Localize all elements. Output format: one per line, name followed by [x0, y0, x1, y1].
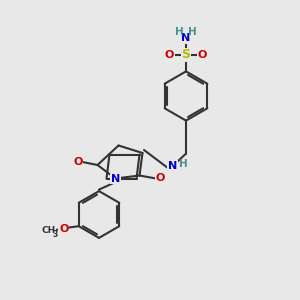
Text: O: O — [165, 50, 174, 60]
Text: O: O — [156, 173, 165, 184]
Text: H: H — [175, 27, 184, 37]
Text: 3: 3 — [52, 230, 57, 239]
Text: O: O — [59, 224, 68, 234]
Text: S: S — [182, 48, 190, 62]
Text: CH: CH — [41, 226, 55, 235]
Text: O: O — [198, 50, 207, 60]
Text: H: H — [188, 27, 197, 37]
Text: N: N — [168, 160, 177, 171]
Text: H: H — [178, 159, 188, 169]
Text: N: N — [182, 33, 190, 43]
Text: O: O — [73, 157, 83, 167]
Text: N: N — [111, 173, 120, 184]
